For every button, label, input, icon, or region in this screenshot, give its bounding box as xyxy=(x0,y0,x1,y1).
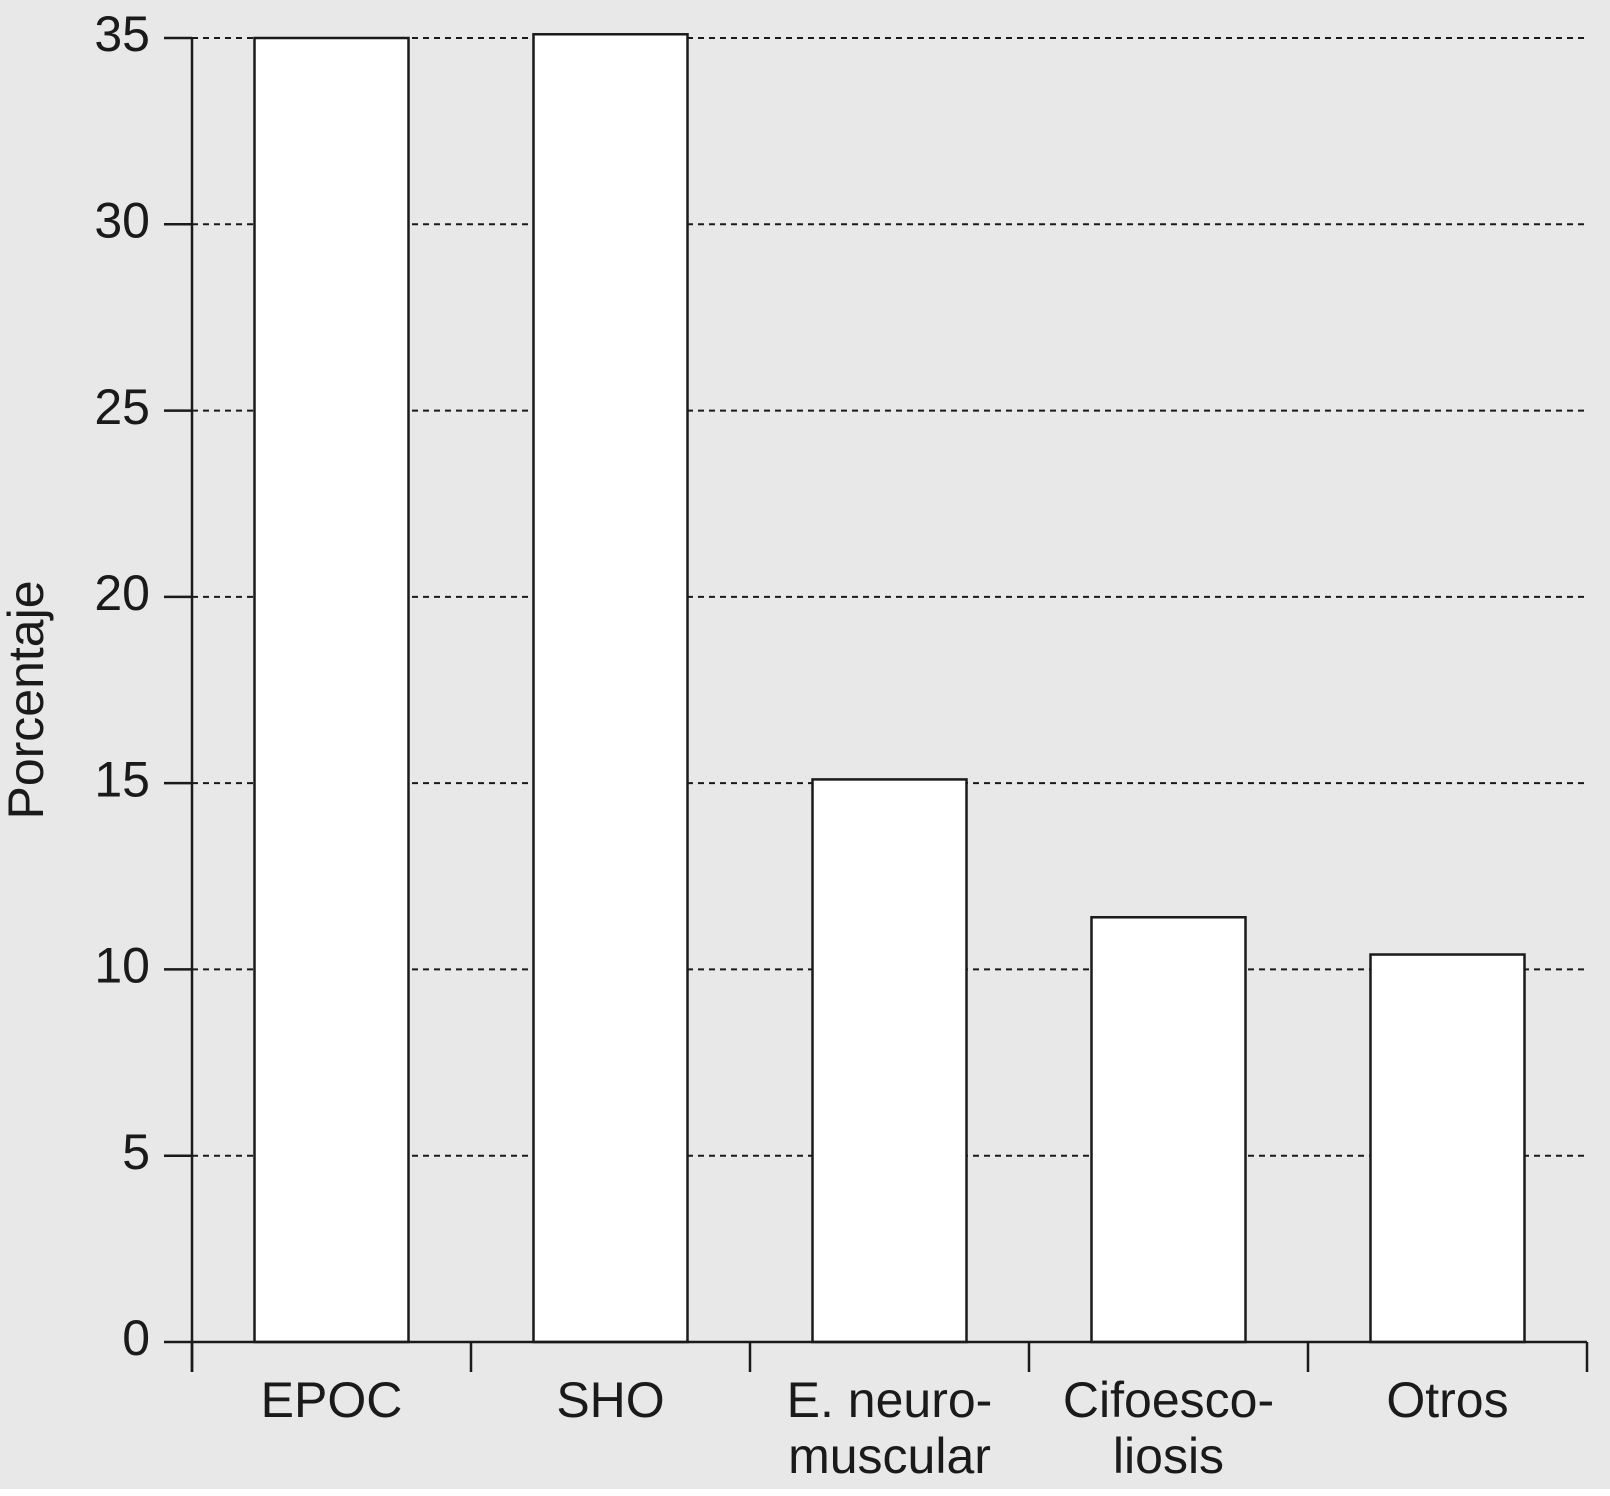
bar xyxy=(811,778,968,1344)
y-tick-label: 0 xyxy=(122,1310,150,1366)
bar xyxy=(1090,916,1247,1344)
x-tick-label: E. neuro-muscular xyxy=(787,1372,993,1484)
y-tick-label: 5 xyxy=(122,1124,150,1180)
bar xyxy=(532,33,689,1344)
y-tick-label: 10 xyxy=(94,938,150,994)
y-tick-label: 15 xyxy=(94,751,150,807)
x-tick-label: Cifoesco-liosis xyxy=(1063,1372,1274,1484)
y-axis-label: Porcentaje xyxy=(0,580,54,819)
x-tick-label: EPOC xyxy=(261,1372,403,1428)
bar xyxy=(1369,953,1526,1344)
y-tick-label: 35 xyxy=(94,6,150,62)
bar xyxy=(253,36,410,1344)
y-tick-label: 25 xyxy=(94,379,150,435)
x-tick-label: SHO xyxy=(556,1372,664,1428)
x-tick-label: Otros xyxy=(1386,1372,1508,1428)
y-tick-label: 20 xyxy=(94,565,150,621)
y-tick-label: 30 xyxy=(94,192,150,248)
